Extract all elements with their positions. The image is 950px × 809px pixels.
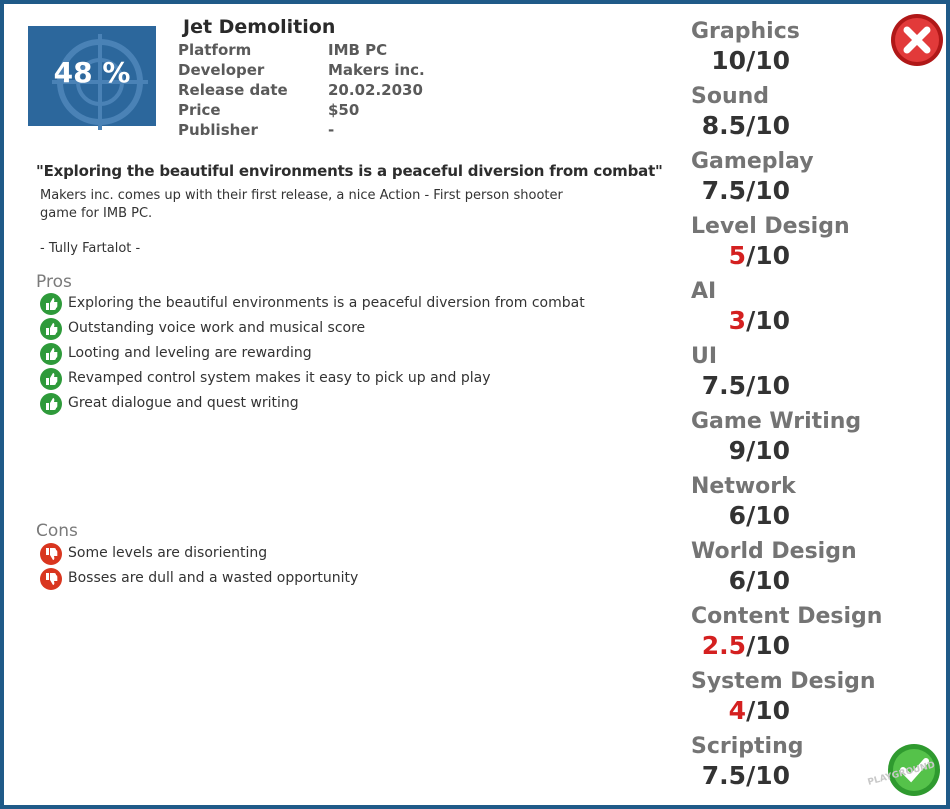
info-value: 20.02.2030	[328, 81, 423, 99]
score-value: 7.5	[701, 761, 747, 790]
score-max: /10	[746, 241, 790, 270]
category-score: 3/10	[670, 306, 790, 335]
score-max: /10	[746, 371, 790, 400]
score-value: 7.5	[701, 371, 747, 400]
category-score: 2.5/10	[670, 631, 790, 660]
thumb-down-icon	[40, 543, 62, 565]
category-score: 7.5/10	[670, 176, 790, 205]
review-author: - Tully Fartalot -	[40, 241, 141, 256]
pro-item: Outstanding voice work and musical score	[68, 320, 366, 336]
score-value: 3	[728, 306, 747, 335]
pro-item: Great dialogue and quest writing	[68, 395, 299, 411]
pro-item: Revamped control system makes it easy to…	[68, 370, 491, 386]
thumb-up-icon	[40, 318, 62, 340]
pro-item: Exploring the beautiful environments is …	[68, 295, 585, 311]
thumb-up-icon	[40, 343, 62, 365]
review-quote: "Exploring the beautiful environments is…	[36, 162, 663, 180]
rating: 48 %	[53, 56, 131, 89]
score-value: 9	[728, 436, 747, 465]
info-label: Developer	[178, 61, 265, 79]
info-value: $50	[328, 101, 360, 119]
confirm-button[interactable]: PLAYGROUND	[866, 738, 946, 805]
info-label: Publisher	[178, 121, 258, 139]
score-max: /10	[746, 46, 790, 75]
score-max: /10	[746, 501, 790, 530]
category-score: 7.5/10	[670, 371, 790, 400]
category-score: 6/10	[670, 501, 790, 530]
close-button[interactable]	[891, 12, 946, 72]
category-name: World Design	[691, 539, 857, 564]
category-name: AI	[691, 279, 717, 304]
game-title: Jet Demolition	[183, 16, 336, 38]
review-text: game for IMB PC.	[40, 206, 153, 221]
score-max: /10	[746, 631, 790, 660]
category-score: 8.5/10	[670, 111, 790, 140]
con-item: Some levels are disorienting	[68, 545, 268, 561]
score-max: /10	[746, 176, 790, 205]
category-name: Gameplay	[691, 149, 814, 174]
category-name: Graphics	[691, 19, 800, 44]
category-name: Scripting	[691, 734, 804, 759]
score-max: /10	[746, 566, 790, 595]
category-name: System Design	[691, 669, 876, 694]
category-score: 7.5/10	[670, 761, 790, 790]
score-value: 6	[728, 501, 747, 530]
score-max: /10	[746, 436, 790, 465]
score-max: /10	[746, 111, 790, 140]
pros-title: Pros	[36, 272, 72, 292]
info-value: Makers inc.	[328, 61, 425, 79]
thumb-up-icon	[40, 368, 62, 390]
category-score: 9/10	[670, 436, 790, 465]
thumb-up-icon	[40, 393, 62, 415]
category-name: Sound	[691, 84, 770, 109]
rating-box: 48 %	[28, 26, 156, 130]
category-name: Game Writing	[691, 409, 862, 434]
category-score: 5/10	[670, 241, 790, 270]
review-text: Makers inc. comes up with their first re…	[40, 188, 563, 203]
category-score: 10/10	[670, 46, 790, 75]
category-name: Network	[691, 474, 796, 499]
info-label: Release date	[178, 81, 288, 99]
info-value: IMB PC	[328, 41, 388, 59]
score-value: 2.5	[701, 631, 747, 660]
info-label: Platform	[178, 41, 252, 59]
thumb-down-icon	[40, 568, 62, 590]
score-max: /10	[746, 306, 790, 335]
score-max: /10	[746, 761, 790, 790]
category-score: 4/10	[670, 696, 790, 725]
score-value: 8.5	[701, 111, 747, 140]
score-value: 7.5	[701, 176, 747, 205]
category-name: Content Design	[691, 604, 883, 629]
info-value: -	[328, 121, 335, 139]
cons-title: Cons	[36, 521, 78, 541]
con-item: Bosses are dull and a wasted opportunity	[68, 570, 359, 586]
pro-item: Looting and leveling are rewarding	[68, 345, 312, 361]
score-value: 5	[728, 241, 747, 270]
crosshair	[52, 34, 148, 130]
category-name: Level Design	[691, 214, 850, 239]
thumb-up-icon	[40, 293, 62, 315]
score-max: /10	[746, 696, 790, 725]
category-score: 6/10	[670, 566, 790, 595]
score-value: 4	[728, 696, 747, 725]
info-label: Price	[178, 101, 221, 119]
score-value: 10	[711, 46, 747, 75]
category-name: UI	[691, 344, 718, 369]
score-value: 6	[728, 566, 747, 595]
